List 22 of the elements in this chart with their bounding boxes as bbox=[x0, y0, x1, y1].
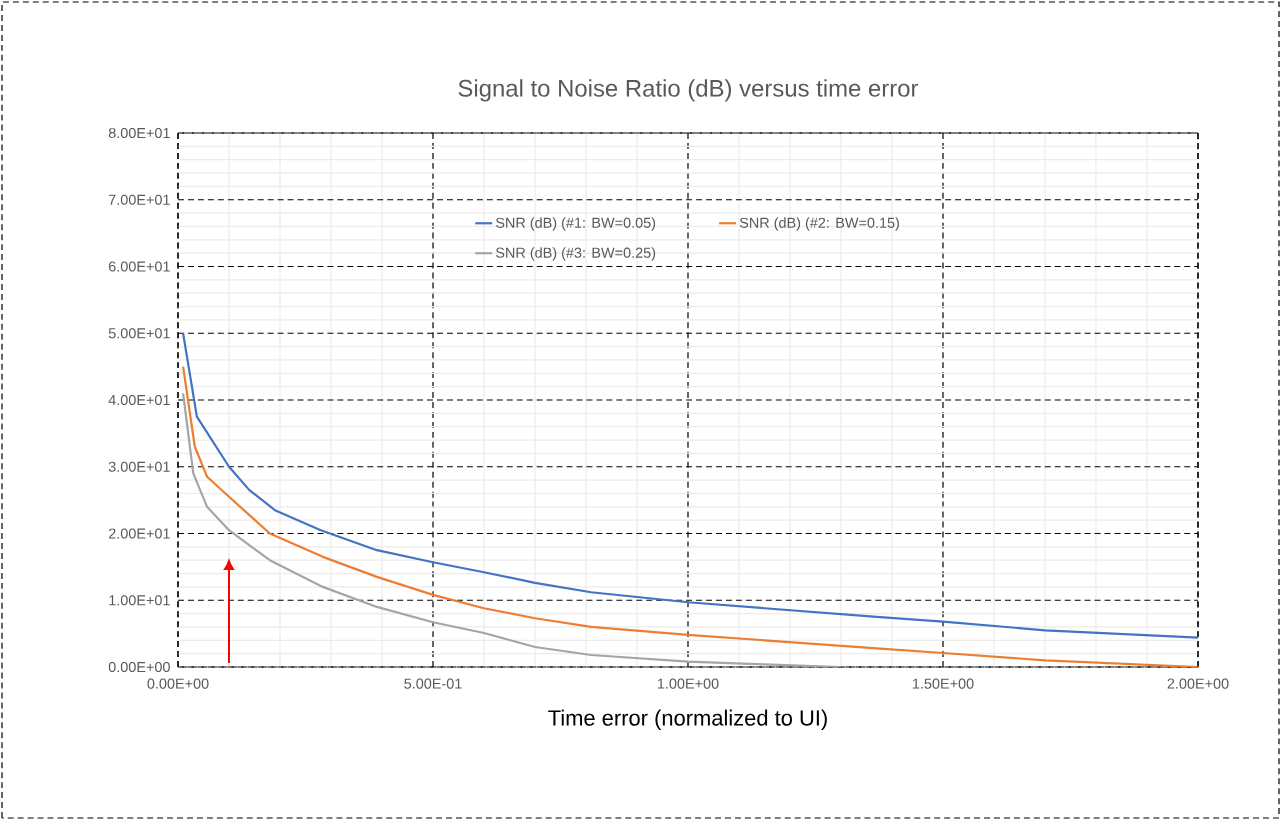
y-tick-label: 2.00E+01 bbox=[108, 528, 170, 539]
line-series bbox=[182, 392, 843, 667]
x-tick-label: 0.00E+00 bbox=[147, 678, 209, 689]
x-tick-label: 1.00E+00 bbox=[657, 678, 719, 689]
y-tick-label: 6.00E+01 bbox=[108, 261, 170, 272]
y-tick-label: 4.00E+01 bbox=[108, 394, 170, 406]
legend-label: SNR (dB) (#1: BW=0.05) bbox=[495, 217, 656, 231]
line-series bbox=[182, 332, 1198, 639]
y-tick-label: 0.00E+00 bbox=[108, 661, 170, 673]
y-tick-label: 1.00E+01 bbox=[109, 595, 170, 606]
legend-label: SNR (dB) (#2: BW=0.15) bbox=[739, 217, 899, 231]
y-tick-label: 8.00E+01 bbox=[108, 127, 170, 139]
legend-label: SNR (dB) (#3: BW=0.25) bbox=[495, 247, 656, 261]
x-tick-label: 1.50E+00 bbox=[912, 678, 974, 689]
y-tick-label: 5.00E+01 bbox=[108, 328, 170, 339]
chart-title: Signal to Noise Ratio (dB) versus time error bbox=[458, 79, 919, 102]
x-axis-title: Time error (normalized to UI) bbox=[548, 709, 827, 730]
x-tick-label: 2.00E+00 bbox=[1167, 678, 1229, 689]
y-tick-label: 3.00E+01 bbox=[108, 461, 170, 472]
x-tick-label: 5.00E-01 bbox=[404, 678, 462, 689]
line-series bbox=[182, 365, 1198, 667]
y-tick-label: 7.00E+01 bbox=[108, 194, 170, 205]
